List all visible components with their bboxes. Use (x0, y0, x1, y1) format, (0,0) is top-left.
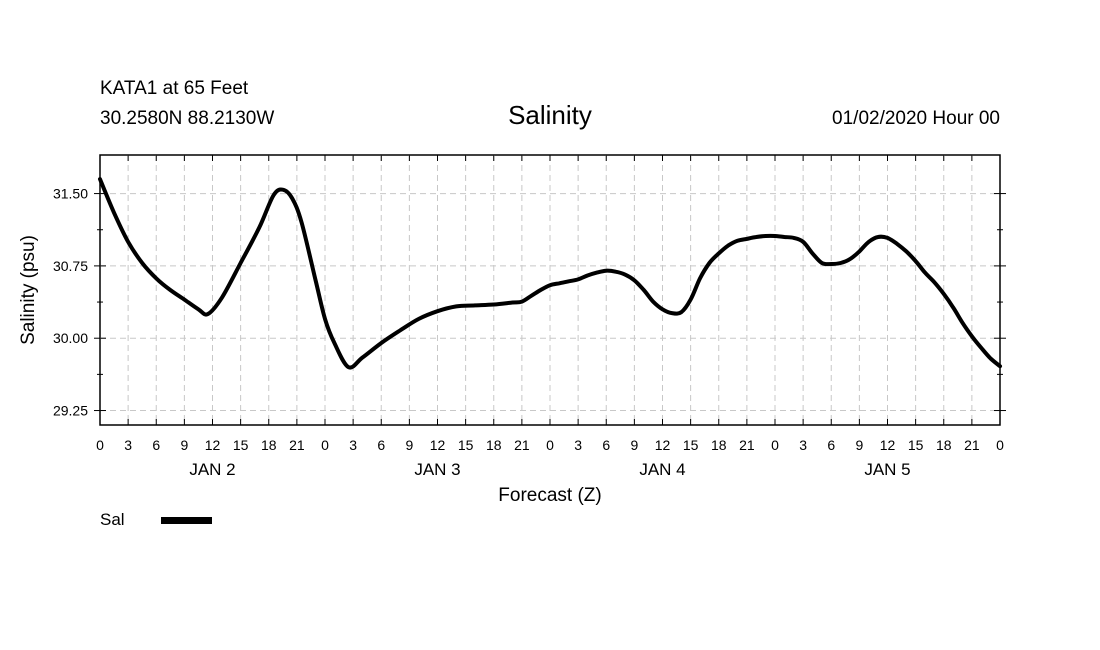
x-tick-label: 0 (546, 437, 554, 453)
x-tick-labels: 0 3 6 9 12 15 18 21 0 3 6 9 12 15 18 21 0 3 6 9 12 15 18 21 0 3 6 9… (96, 437, 1004, 453)
x-tick-label: 0 (996, 437, 1004, 453)
x-tick-label: 0 (771, 437, 779, 453)
x-tick-label: 21 (289, 437, 305, 453)
x-tick-label: 9 (180, 437, 188, 453)
x-tick-label: 15 (233, 437, 249, 453)
x-tick-label: 15 (908, 437, 924, 453)
x-axis-label: Forecast (Z) (498, 485, 601, 506)
x-tick-label: 21 (964, 437, 980, 453)
day-label: JAN 4 (639, 460, 685, 479)
x-tick-label: 0 (96, 437, 104, 453)
salinity-series-line (98, 177, 1002, 370)
legend-label: Sal (100, 510, 125, 529)
x-tick-label: 21 (514, 437, 530, 453)
x-tick-label: 18 (261, 437, 277, 453)
legend-swatch (161, 517, 212, 524)
x-tick-label: 6 (377, 437, 385, 453)
x-tick-label: 6 (827, 437, 835, 453)
grid-lines (100, 155, 1000, 425)
x-tick-label: 18 (711, 437, 727, 453)
legend: Sal (100, 510, 212, 529)
axis-ticks (94, 155, 1006, 425)
x-tick-label: 9 (405, 437, 413, 453)
x-tick-label: 6 (152, 437, 160, 453)
x-tick-label: 3 (124, 437, 132, 453)
y-tick-label: 29.25 (53, 403, 88, 419)
issued-time-label: 01/02/2020 Hour 00 (832, 108, 1000, 129)
y-tick-label: 30.00 (53, 330, 88, 346)
day-label: JAN 3 (414, 460, 460, 479)
chart-title: Salinity (508, 100, 592, 130)
x-tick-label: 12 (880, 437, 896, 453)
y-tick-label: 30.75 (53, 258, 88, 274)
x-tick-label: 9 (855, 437, 863, 453)
x-tick-label: 3 (574, 437, 582, 453)
x-tick-label: 18 (486, 437, 502, 453)
location-label: 30.2580N 88.2130W (100, 108, 274, 129)
x-tick-label: 0 (321, 437, 329, 453)
y-tick-label: 31.50 (53, 186, 88, 202)
x-tick-label: 3 (799, 437, 807, 453)
x-tick-label: 15 (458, 437, 474, 453)
x-tick-label: 6 (602, 437, 610, 453)
day-label: JAN 2 (189, 460, 235, 479)
y-tick-labels: 29.25 30.00 30.75 31.50 (53, 186, 88, 419)
x-tick-label: 15 (683, 437, 699, 453)
day-label: JAN 5 (864, 460, 910, 479)
x-tick-label: 18 (936, 437, 952, 453)
x-tick-label: 3 (349, 437, 357, 453)
x-tick-label: 12 (655, 437, 671, 453)
x-tick-label: 21 (739, 437, 755, 453)
x-tick-label: 12 (430, 437, 446, 453)
station-label: KATA1 at 65 Feet (100, 78, 249, 99)
y-axis-label: Salinity (psu) (18, 235, 39, 345)
day-labels: JAN 2 JAN 3 JAN 4 JAN 5 (189, 460, 910, 479)
x-tick-label: 12 (205, 437, 221, 453)
x-tick-label: 9 (630, 437, 638, 453)
